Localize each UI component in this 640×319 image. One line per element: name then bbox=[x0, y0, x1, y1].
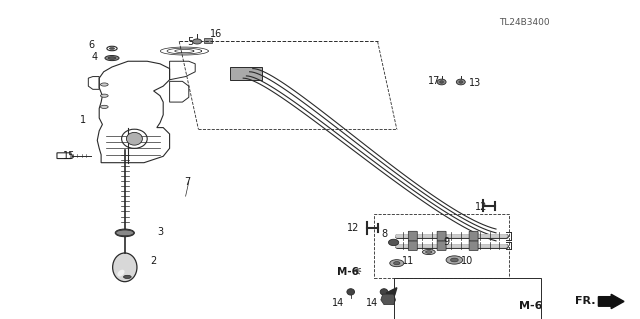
Ellipse shape bbox=[394, 262, 400, 265]
Text: 16: 16 bbox=[210, 29, 223, 40]
Ellipse shape bbox=[113, 253, 137, 282]
Ellipse shape bbox=[390, 260, 404, 267]
Text: 14: 14 bbox=[366, 298, 379, 308]
Text: 14: 14 bbox=[332, 298, 344, 308]
Bar bbox=[394, 278, 541, 319]
Ellipse shape bbox=[380, 289, 388, 295]
Text: 13: 13 bbox=[468, 78, 481, 88]
Text: M-6: M-6 bbox=[337, 267, 358, 277]
FancyBboxPatch shape bbox=[437, 241, 446, 250]
Ellipse shape bbox=[440, 81, 444, 83]
Text: 6: 6 bbox=[88, 40, 95, 50]
Text: 5: 5 bbox=[188, 37, 194, 47]
FancyBboxPatch shape bbox=[408, 241, 417, 250]
Polygon shape bbox=[381, 294, 396, 305]
Ellipse shape bbox=[100, 94, 108, 97]
Text: 8: 8 bbox=[381, 228, 387, 239]
Ellipse shape bbox=[193, 39, 202, 44]
Text: 12: 12 bbox=[475, 202, 488, 212]
FancyArrow shape bbox=[598, 294, 624, 309]
Polygon shape bbox=[230, 67, 262, 80]
Ellipse shape bbox=[108, 57, 116, 59]
Ellipse shape bbox=[100, 83, 108, 86]
Ellipse shape bbox=[105, 56, 119, 61]
Bar bbox=[374, 214, 509, 278]
Ellipse shape bbox=[426, 251, 432, 253]
FancyBboxPatch shape bbox=[469, 231, 478, 241]
Text: 12: 12 bbox=[347, 223, 360, 233]
Text: 17: 17 bbox=[428, 76, 440, 86]
Ellipse shape bbox=[347, 289, 355, 295]
Text: 7: 7 bbox=[184, 177, 191, 188]
Text: TL24B3400: TL24B3400 bbox=[499, 18, 550, 27]
Ellipse shape bbox=[115, 229, 134, 237]
Polygon shape bbox=[204, 38, 212, 43]
Text: 4: 4 bbox=[92, 52, 98, 63]
FancyBboxPatch shape bbox=[469, 241, 478, 250]
Ellipse shape bbox=[100, 105, 108, 108]
Ellipse shape bbox=[451, 258, 458, 262]
Ellipse shape bbox=[459, 81, 463, 83]
Text: M-6: M-6 bbox=[520, 301, 543, 311]
Text: 3: 3 bbox=[157, 227, 163, 237]
Ellipse shape bbox=[127, 132, 143, 145]
Ellipse shape bbox=[388, 239, 399, 246]
Text: 10: 10 bbox=[461, 256, 474, 266]
Text: FR.: FR. bbox=[575, 296, 595, 307]
Text: 11: 11 bbox=[401, 256, 414, 266]
Ellipse shape bbox=[422, 249, 435, 255]
Ellipse shape bbox=[456, 79, 465, 85]
Text: 2: 2 bbox=[150, 256, 157, 266]
Ellipse shape bbox=[116, 230, 134, 236]
FancyBboxPatch shape bbox=[437, 231, 446, 241]
Text: 1: 1 bbox=[80, 115, 86, 125]
Ellipse shape bbox=[124, 275, 131, 278]
Text: 9: 9 bbox=[444, 237, 450, 248]
Ellipse shape bbox=[117, 270, 125, 277]
Text: 15: 15 bbox=[63, 151, 76, 161]
Ellipse shape bbox=[446, 256, 463, 264]
Ellipse shape bbox=[109, 48, 115, 49]
Ellipse shape bbox=[437, 79, 446, 85]
FancyBboxPatch shape bbox=[408, 231, 417, 241]
FancyArrow shape bbox=[383, 288, 397, 301]
